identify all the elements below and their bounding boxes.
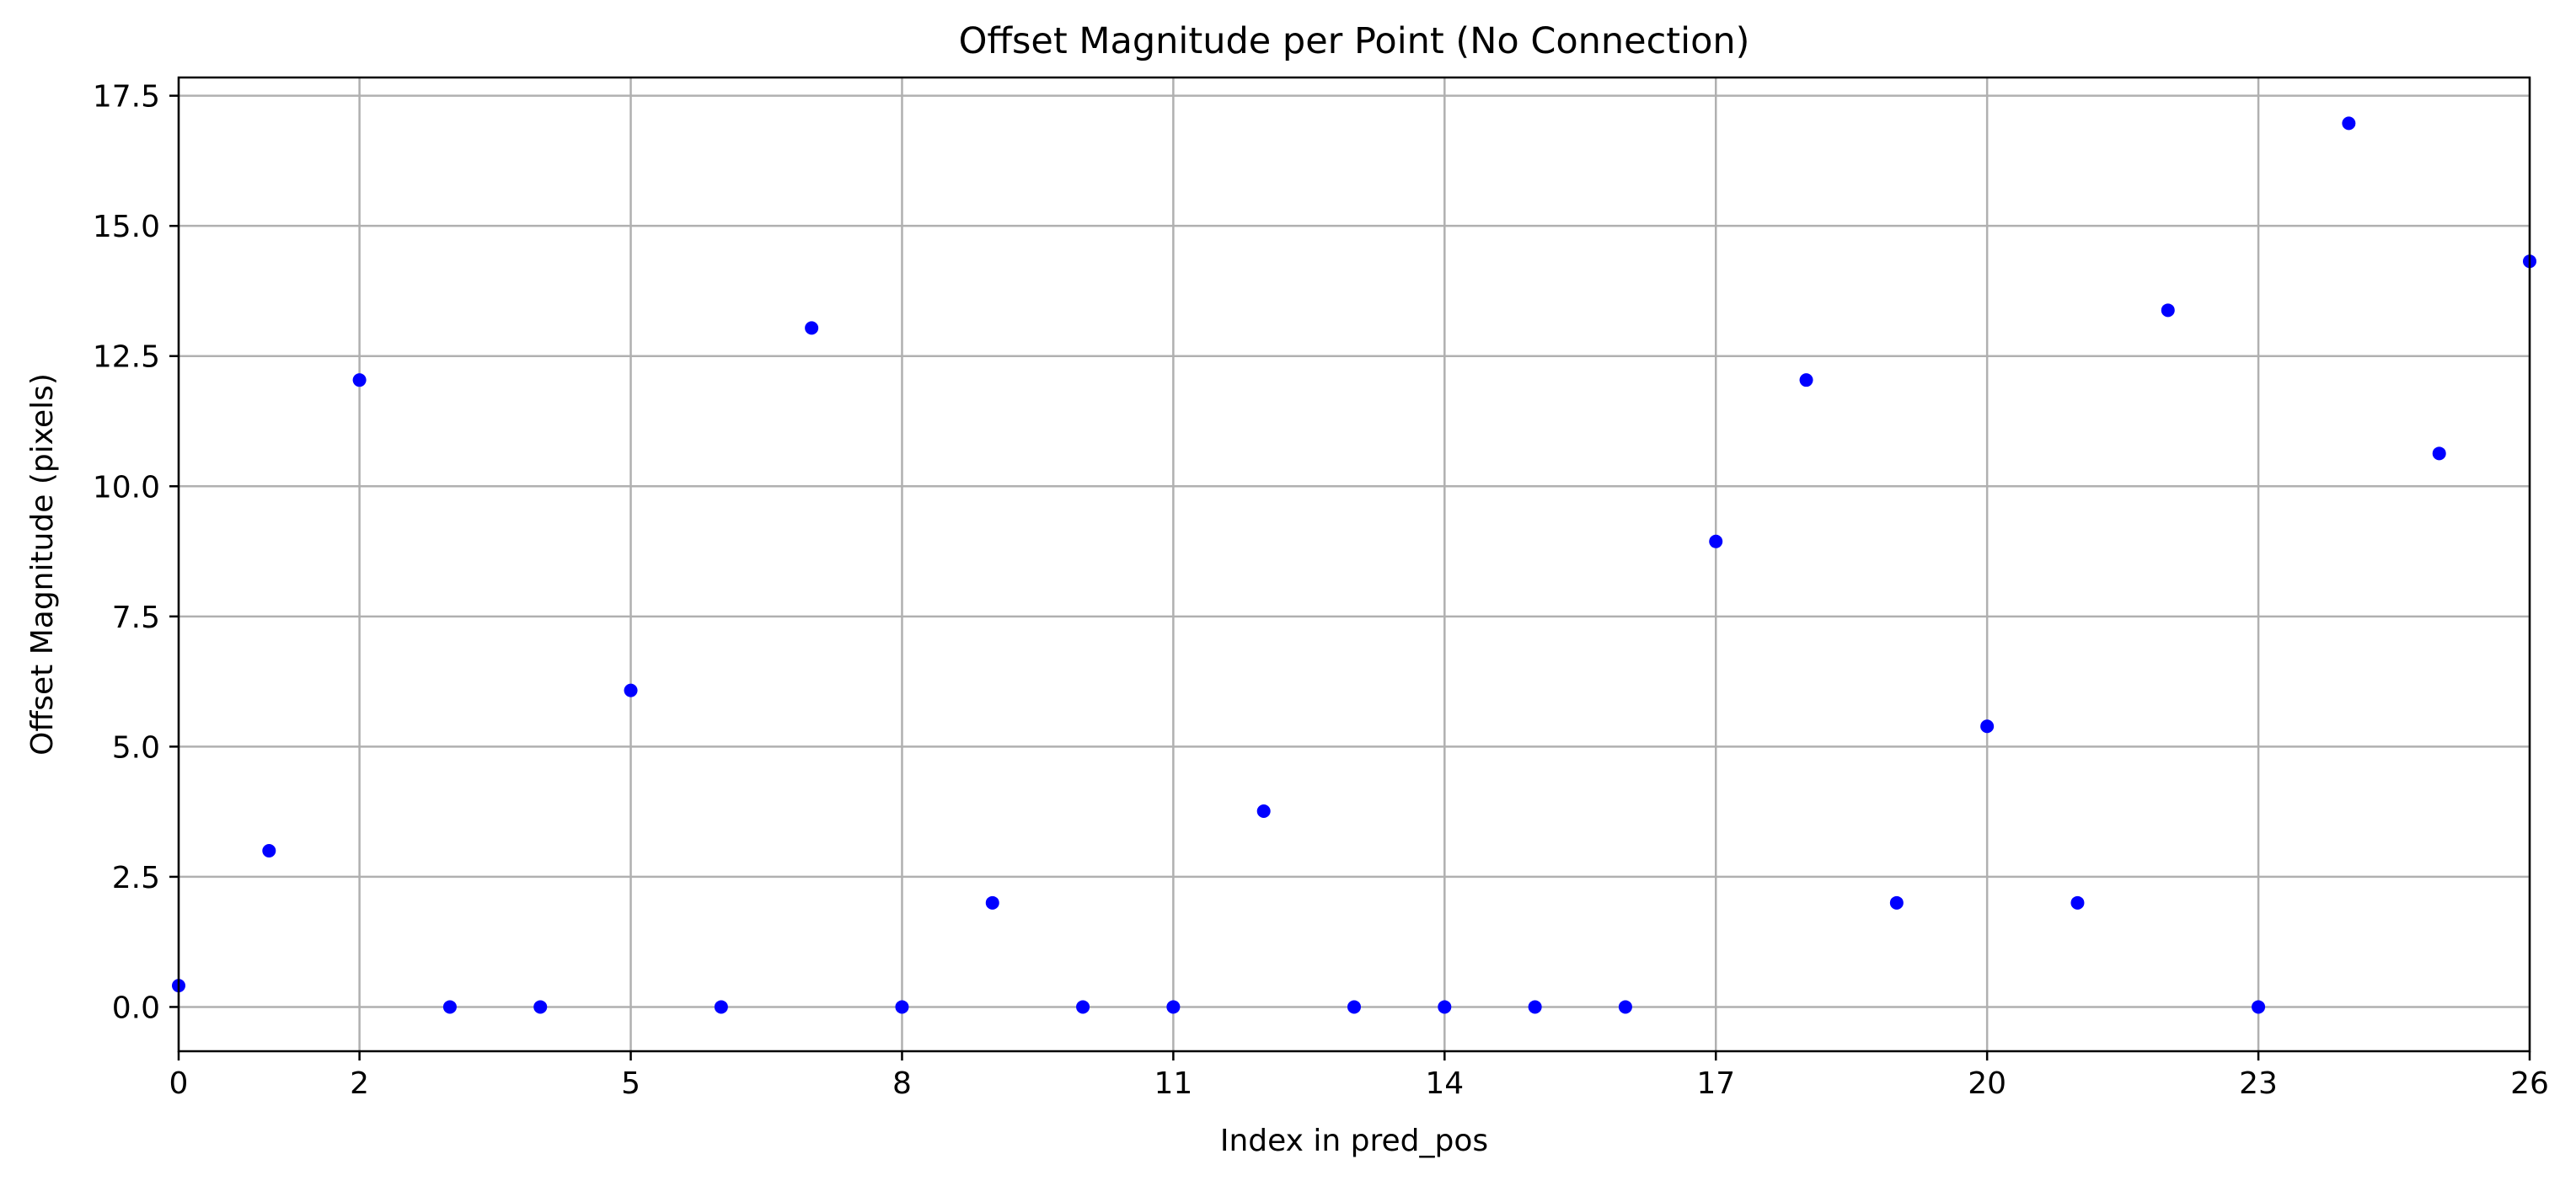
data-point — [1256, 804, 1271, 819]
y-axis-label: Offset Magnitude (pixels) — [25, 373, 60, 756]
x-tick-label: 11 — [1154, 1066, 1192, 1101]
data-point — [2252, 1000, 2266, 1014]
data-point — [895, 1000, 909, 1014]
y-tick-label: 5.0 — [112, 730, 160, 765]
data-point — [1166, 1000, 1181, 1014]
plot-frame — [177, 76, 2531, 1053]
data-point — [262, 844, 276, 857]
data-point — [805, 321, 819, 335]
chart-title: Offset Magnitude per Point (No Connectio… — [959, 20, 1750, 62]
y-tick-label: 15.0 — [93, 210, 160, 244]
data-point — [1618, 1000, 1632, 1014]
x-tick-label: 0 — [169, 1066, 189, 1101]
data-point — [1709, 534, 1723, 548]
data-point — [352, 373, 367, 387]
y-tick-label: 7.5 — [112, 601, 160, 635]
x-tick-label: 8 — [892, 1066, 912, 1101]
x-tick-label: 2 — [350, 1066, 369, 1101]
data-point — [442, 1000, 457, 1014]
data-point — [1076, 1000, 1090, 1014]
data-point — [1347, 1000, 1361, 1014]
x-tick-label: 23 — [2239, 1066, 2278, 1101]
data-point — [1889, 895, 1904, 910]
y-tick-label: 2.5 — [112, 861, 160, 895]
data-points — [172, 116, 2536, 1014]
x-tick-label: 17 — [1696, 1066, 1735, 1101]
data-point — [2161, 303, 2175, 318]
data-point — [2432, 446, 2446, 461]
data-point — [2070, 895, 2085, 910]
y-tick-label: 17.5 — [93, 80, 160, 115]
data-point — [624, 683, 638, 697]
x-tick-label: 14 — [1425, 1066, 1464, 1101]
data-point — [985, 895, 999, 910]
grid-lines — [177, 77, 2531, 1051]
data-point — [2342, 116, 2356, 131]
y-tick-label: 10.0 — [93, 470, 160, 505]
x-tick-label: 5 — [621, 1066, 640, 1101]
x-axis-label: Index in pred_pos — [1220, 1124, 1488, 1158]
x-tick-label: 20 — [1968, 1066, 2006, 1101]
x-tick-label: 26 — [2510, 1066, 2549, 1101]
y-tick-label: 0.0 — [112, 991, 160, 1025]
data-point — [1980, 719, 1995, 734]
data-point — [1799, 373, 1813, 387]
data-point — [714, 1000, 728, 1014]
y-tick-label: 12.5 — [93, 340, 160, 375]
data-point — [533, 1000, 548, 1014]
data-point — [1438, 1000, 1452, 1014]
data-point — [1528, 1000, 1542, 1014]
axis-ticks: 0 2 5 8 11 14 17 20 23 26 0.0 2.5 5.0 7.5 10.0 12.5 15.0… — [93, 80, 2549, 1101]
